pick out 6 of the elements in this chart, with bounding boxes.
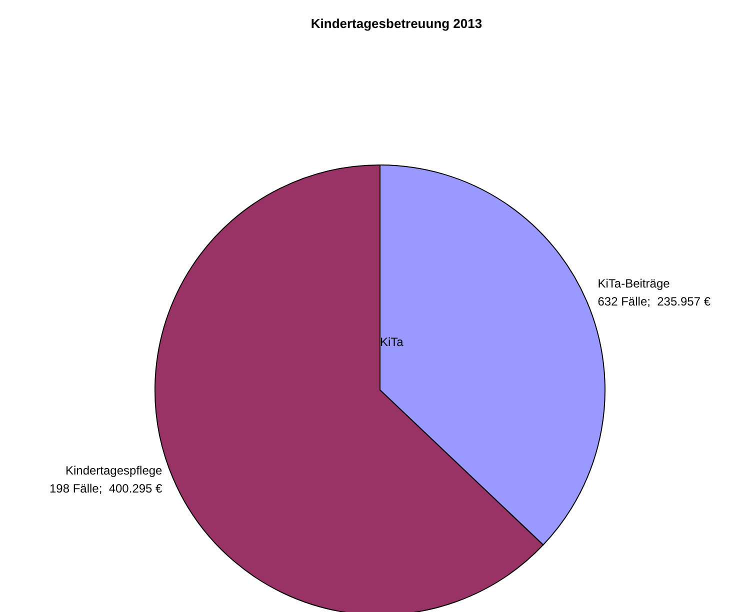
data-label: 198 Fälle; 400.295 € <box>49 482 163 496</box>
text: KiTa <box>380 335 404 349</box>
slice-label: KiTa-Beiträge <box>598 276 670 290</box>
chart-title: Kindertagesbetreuung 2013 <box>310 16 482 31</box>
slice-label: Kindertagespflege <box>65 464 163 478</box>
data-label: 632 Fälle; 235.957 € <box>598 294 711 308</box>
